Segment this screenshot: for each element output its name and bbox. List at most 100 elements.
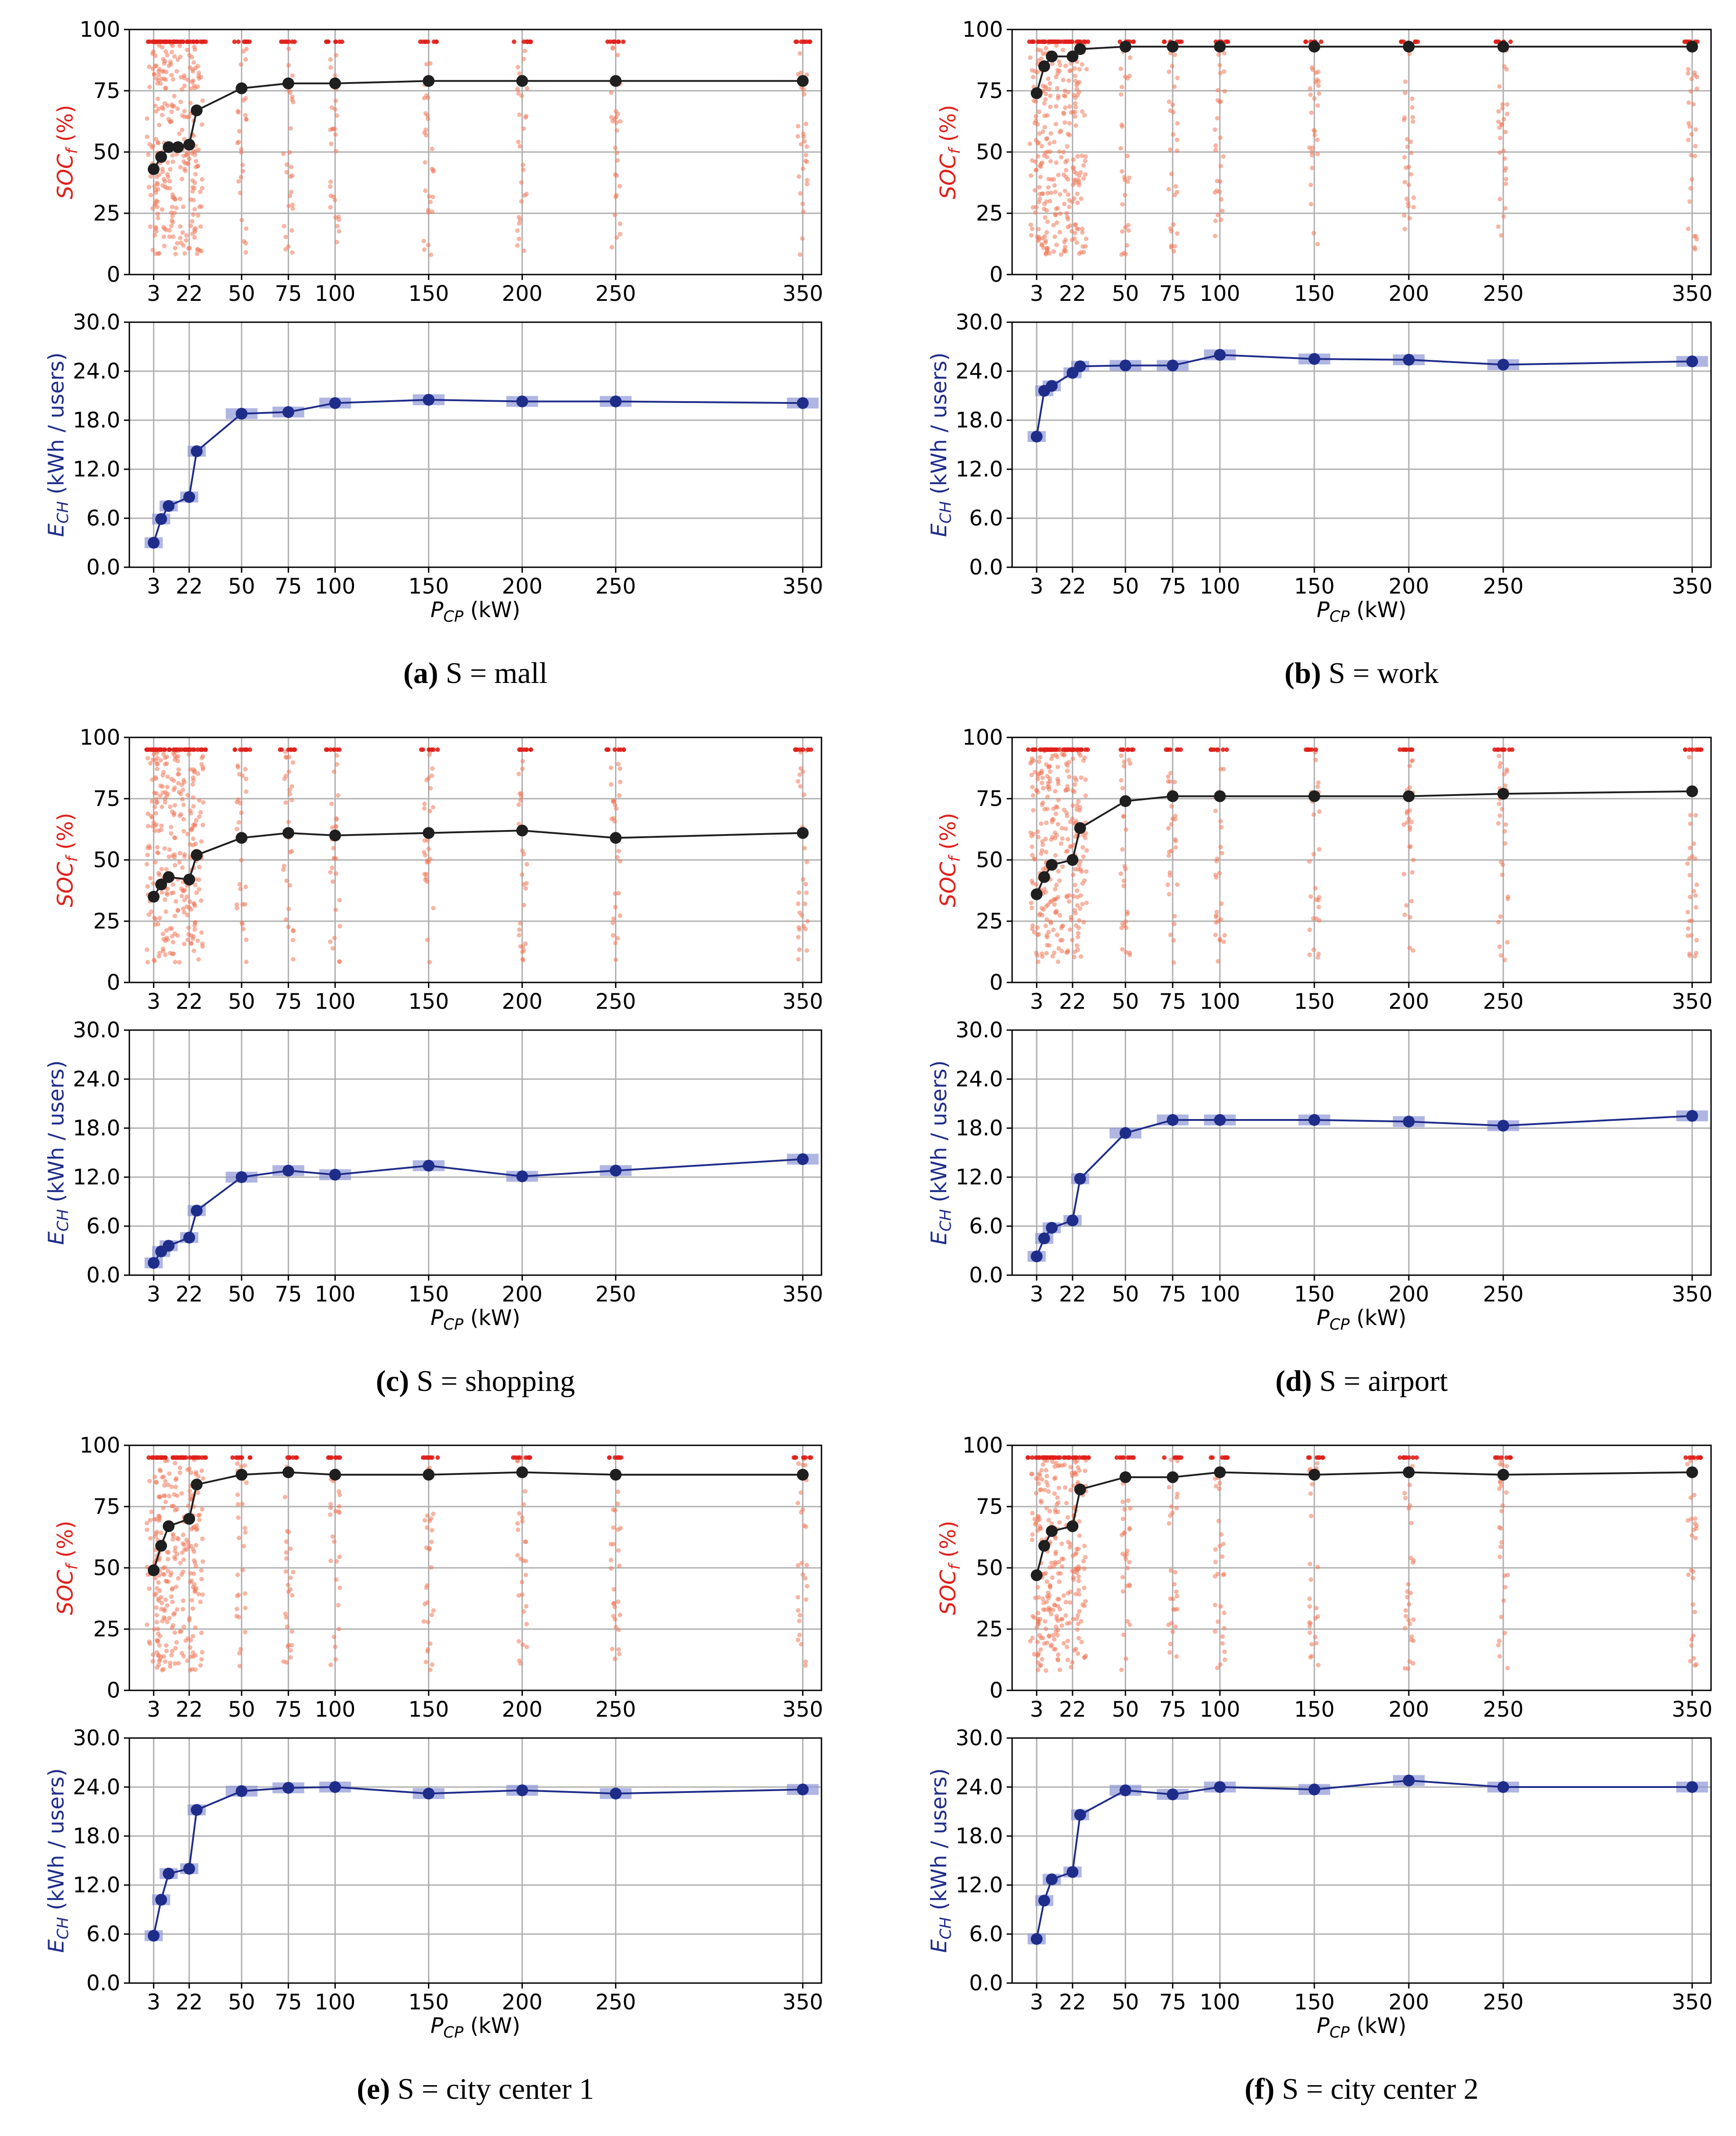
soc-scatter-point xyxy=(163,909,168,914)
energy-mean-point xyxy=(329,1781,341,1793)
soc-scatter-point xyxy=(145,134,150,139)
soc-scatter-point xyxy=(237,882,242,887)
soc-scatter-point xyxy=(150,248,155,253)
soc-scatter-point xyxy=(1077,67,1082,72)
soc-scatter-point xyxy=(1175,137,1180,142)
soc-scatter-point xyxy=(1057,1520,1062,1525)
soc-scatter-point xyxy=(515,228,520,233)
soc-scatter-point xyxy=(162,1608,167,1613)
soc-scatter-point xyxy=(1079,775,1084,780)
soc-x-tick-label: 50 xyxy=(1112,281,1139,306)
soc-scatter-point xyxy=(281,152,286,157)
soc-y-tick-label: 0 xyxy=(107,262,120,287)
soc-mean-point xyxy=(183,874,195,886)
soc-scatter-point xyxy=(1502,1630,1507,1635)
soc-scatter-point xyxy=(1305,747,1310,752)
soc-scatter-point xyxy=(1073,1455,1078,1460)
energy-mean-point xyxy=(329,1169,341,1181)
soc-scatter-point xyxy=(1048,131,1053,136)
energy-mean-point xyxy=(1046,1222,1058,1234)
energy-mean-point xyxy=(1497,1781,1510,1793)
soc-scatter-point xyxy=(1041,786,1046,791)
soc-scatter-point xyxy=(1047,1633,1052,1638)
soc-scatter-point xyxy=(615,128,620,133)
soc-scatter-point xyxy=(1060,864,1065,869)
soc-scatter-point xyxy=(1070,39,1075,44)
soc-scatter-point xyxy=(150,1652,155,1657)
soc-scatter-point xyxy=(172,959,177,964)
soc-scatter-point xyxy=(1170,816,1175,821)
soc-scatter-point xyxy=(1410,105,1415,110)
soc-scatter-point xyxy=(244,747,249,752)
soc-scatter-point xyxy=(1082,113,1087,118)
soc-scatter-point xyxy=(423,1601,428,1606)
soc-scatter-point xyxy=(165,53,170,58)
energy-axis-label: ECH (kWh / users) xyxy=(44,353,72,537)
energy-x-tick-label: 250 xyxy=(595,1990,636,2015)
energy-mean-point xyxy=(516,395,528,408)
soc-scatter-point xyxy=(200,1650,205,1655)
soc-scatter-point xyxy=(1052,1455,1057,1460)
soc-scatter-point xyxy=(611,1525,616,1530)
energy-mean-point xyxy=(1038,1895,1050,1907)
soc-scatter-point xyxy=(286,924,291,929)
soc-scatter-point xyxy=(190,1606,195,1611)
soc-scatter-point xyxy=(170,1649,175,1654)
soc-scatter-point xyxy=(236,1515,241,1520)
soc-mean-point xyxy=(1686,785,1698,797)
soc-scatter-point xyxy=(1075,192,1080,196)
soc-scatter-point xyxy=(193,164,198,169)
soc-scatter-point xyxy=(1071,166,1076,171)
soc-scatter-point xyxy=(1081,163,1086,168)
soc-scatter-point xyxy=(1168,933,1173,938)
soc-scatter-point xyxy=(182,83,187,88)
soc-scatter-point xyxy=(188,223,193,228)
soc-scatter-point xyxy=(798,784,803,789)
soc-scatter-point xyxy=(1219,1532,1224,1537)
soc-x-tick-label: 50 xyxy=(228,281,255,306)
soc-y-tick-label: 25 xyxy=(93,1617,120,1642)
soc-scatter-point xyxy=(1125,243,1130,248)
soc-scatter-point xyxy=(1170,132,1175,137)
soc-scatter-point xyxy=(1045,1483,1050,1488)
soc-scatter-point xyxy=(1050,1459,1055,1464)
soc-scatter-point xyxy=(1048,93,1053,98)
soc-scatter-point xyxy=(182,747,187,752)
soc-scatter-point xyxy=(520,957,525,962)
soc-mean-point xyxy=(191,1478,203,1491)
soc-scatter-point xyxy=(1120,169,1125,174)
soc-scatter-point xyxy=(795,134,800,139)
soc-scatter-point xyxy=(607,1455,612,1460)
soc-scatter-point xyxy=(290,1570,295,1575)
energy-mean-point xyxy=(1403,1774,1415,1787)
soc-mean-line xyxy=(1036,45,1692,93)
energy-mean-point xyxy=(1074,1173,1086,1185)
soc-scatter-point xyxy=(288,126,293,131)
soc-scatter-point xyxy=(516,215,521,220)
soc-scatter-point xyxy=(1033,770,1038,775)
soc-scatter-point xyxy=(1215,88,1220,93)
soc-scatter-point xyxy=(1043,1619,1048,1624)
soc-scatter-point xyxy=(1083,158,1088,163)
soc-scatter-point xyxy=(799,1561,804,1566)
soc-x-tick-label: 100 xyxy=(1200,281,1240,306)
soc-scatter-point xyxy=(424,62,429,67)
soc-scatter-point xyxy=(196,1591,201,1596)
soc-scatter-point xyxy=(431,1512,436,1517)
soc-scatter-point xyxy=(156,69,161,74)
soc-y-tick-label: 75 xyxy=(93,79,120,103)
soc-scatter-point xyxy=(1072,231,1077,236)
soc-scatter-point xyxy=(1030,844,1035,849)
soc-scatter-point xyxy=(286,46,291,51)
soc-scatter-point xyxy=(185,913,190,918)
soc-scatter-point xyxy=(243,884,248,889)
soc-scatter-point xyxy=(1496,224,1501,229)
soc-scatter-point xyxy=(1498,914,1503,919)
soc-scatter-point xyxy=(1120,84,1125,89)
soc-scatter-point xyxy=(525,86,530,91)
soc-scatter-point xyxy=(1037,1517,1042,1522)
soc-scatter-point xyxy=(157,1467,162,1472)
soc-scatter-point xyxy=(1049,177,1054,182)
soc-scatter-point xyxy=(164,227,169,232)
